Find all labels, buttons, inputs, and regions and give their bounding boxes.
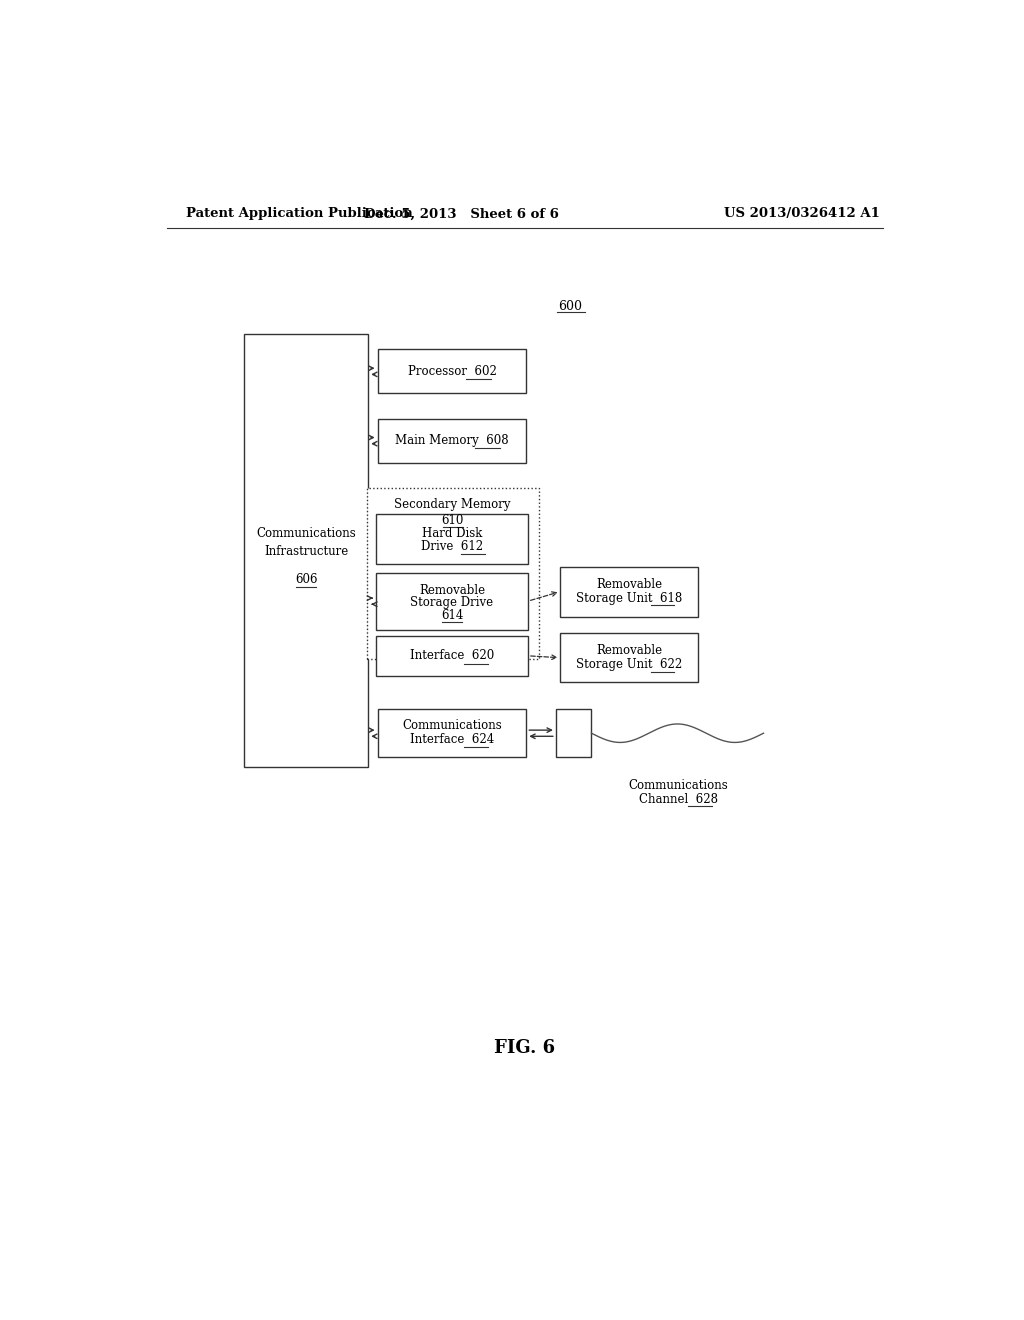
Bar <box>378 709 526 758</box>
Text: Main Memory  608: Main Memory 608 <box>395 434 509 447</box>
Text: Interface  624: Interface 624 <box>410 733 494 746</box>
Text: Drive  612: Drive 612 <box>421 540 483 553</box>
Bar <box>378 350 526 393</box>
Text: Channel  628: Channel 628 <box>639 793 718 807</box>
Bar <box>376 573 528 630</box>
Text: 614: 614 <box>440 609 463 622</box>
Text: Patent Application Publication: Patent Application Publication <box>186 207 413 220</box>
Text: Storage Unit  618: Storage Unit 618 <box>575 591 682 605</box>
Text: FIG. 6: FIG. 6 <box>495 1039 555 1057</box>
Text: Secondary Memory: Secondary Memory <box>394 499 511 511</box>
Text: US 2013/0326412 A1: US 2013/0326412 A1 <box>724 207 881 220</box>
Text: Communications
Infrastructure: Communications Infrastructure <box>256 527 356 558</box>
Bar <box>245 334 369 767</box>
Text: 610: 610 <box>441 513 464 527</box>
Text: Communications: Communications <box>629 779 728 792</box>
Text: Removable: Removable <box>596 578 663 591</box>
Bar <box>378 418 526 462</box>
Text: Storage Drive: Storage Drive <box>411 597 494 610</box>
Text: Storage Unit  622: Storage Unit 622 <box>575 659 682 671</box>
Text: Interface  620: Interface 620 <box>410 649 494 663</box>
Bar <box>376 636 528 676</box>
Text: Processor  602: Processor 602 <box>408 364 497 378</box>
Bar <box>560 634 697 682</box>
Text: 600: 600 <box>558 300 582 313</box>
Bar <box>376 515 528 564</box>
Text: Communications: Communications <box>402 719 502 733</box>
Bar <box>556 709 592 758</box>
Text: 606: 606 <box>295 573 317 586</box>
Text: Dec. 5, 2013   Sheet 6 of 6: Dec. 5, 2013 Sheet 6 of 6 <box>364 207 559 220</box>
Text: Removable: Removable <box>596 644 663 657</box>
Bar <box>560 566 697 616</box>
Text: Removable: Removable <box>419 583 485 597</box>
Text: Hard Disk: Hard Disk <box>422 527 482 540</box>
Bar <box>367 488 539 659</box>
